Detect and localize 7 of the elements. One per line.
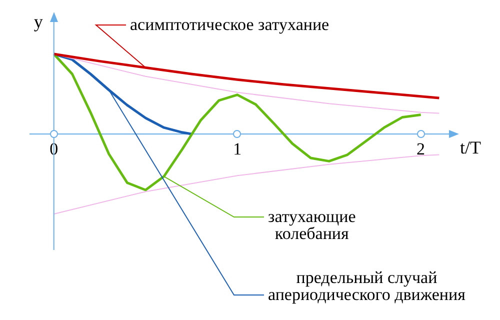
x-tick-label: 1	[233, 140, 242, 159]
text: предельный случай апериодического движения	[268, 268, 466, 304]
x-axis-title: t/T	[460, 138, 481, 158]
y-axis-title: y	[34, 12, 43, 32]
x-tick-label: 2	[416, 140, 426, 159]
text: затухающие колебания	[268, 207, 356, 243]
series-label: асимптотическое затухание	[130, 15, 330, 34]
